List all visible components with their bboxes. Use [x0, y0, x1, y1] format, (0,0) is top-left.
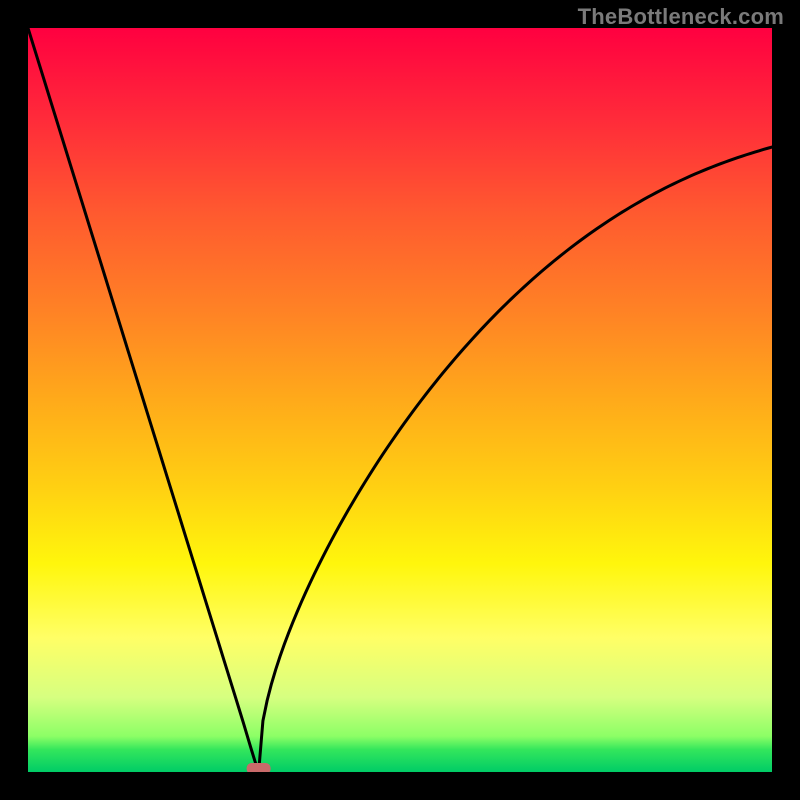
- plot-area: [28, 28, 772, 772]
- chart-container: TheBottleneck.com: [0, 0, 800, 800]
- watermark-text: TheBottleneck.com: [578, 4, 784, 30]
- gradient-background: [28, 28, 772, 772]
- chart-svg: [28, 28, 772, 772]
- vertex-marker: [247, 763, 271, 772]
